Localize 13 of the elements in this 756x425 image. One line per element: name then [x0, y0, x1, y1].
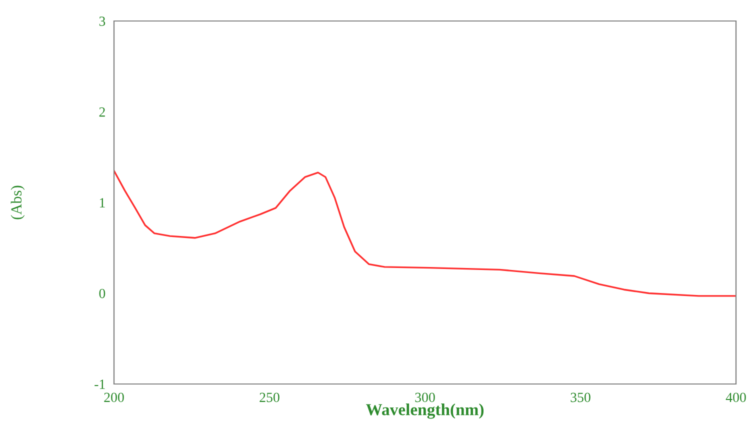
y-axis-title: (Abs): [10, 186, 25, 220]
y-tick-label: 3: [99, 16, 106, 26]
x-tick-label: 400: [726, 392, 746, 402]
line-series: [114, 170, 736, 297]
x-tick-label: 350: [570, 392, 590, 402]
x-tick-label: 300: [415, 392, 435, 402]
y-tick-label: 1: [100, 198, 105, 208]
y-tick-label: -1: [94, 380, 105, 389]
x-tick-label: 250: [260, 392, 280, 402]
x-axis-title: Wavelength(nm): [366, 404, 484, 419]
y-tick-label: 0: [99, 288, 106, 298]
x-tick-label: 200: [104, 392, 124, 402]
y-tick-label: 2: [99, 107, 105, 117]
